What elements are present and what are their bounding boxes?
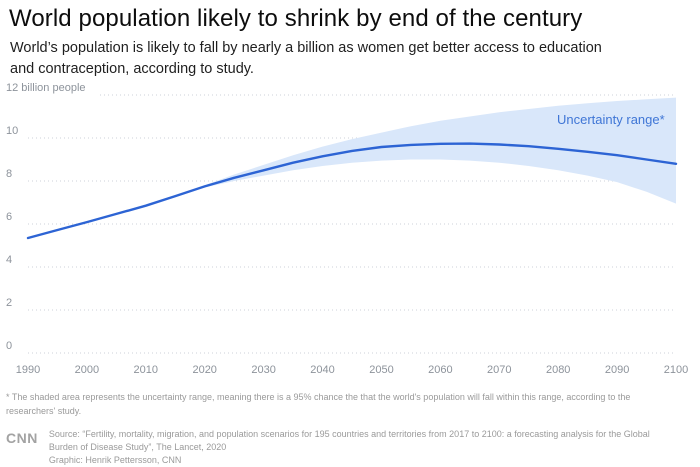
source-citation: Source: “Fertility, mortality, migration… xyxy=(48,429,650,453)
chart-footnote: * The shaded area represents the uncerta… xyxy=(6,392,631,416)
svg-text:2080: 2080 xyxy=(546,364,570,376)
svg-text:1990: 1990 xyxy=(16,364,40,376)
population-chart: 0 2 4 6 8 10 12 billion people 1990 2000 2010 2020… xyxy=(0,82,700,382)
svg-text:6: 6 xyxy=(6,211,12,223)
svg-text:8: 8 xyxy=(6,168,12,180)
uncertainty-range-label: Uncertainty range* xyxy=(557,112,665,127)
chart-canvas: 0 2 4 6 8 10 12 billion people 1990 2000 2010 2020… xyxy=(6,82,688,376)
source-credit: Graphic: Henrik Pettersson, CNN xyxy=(48,455,182,466)
svg-text:2090: 2090 xyxy=(605,364,629,376)
svg-text:2010: 2010 xyxy=(134,364,158,376)
svg-text:2070: 2070 xyxy=(487,364,511,376)
page-title: World population likely to shrink by end… xyxy=(9,5,583,32)
svg-text:4: 4 xyxy=(6,254,12,266)
source-block: CNN Source: “Fertility, mortality, migra… xyxy=(6,428,657,467)
source-text: Source: “Fertility, mortality, migration… xyxy=(49,428,657,467)
svg-text:2050: 2050 xyxy=(369,364,393,376)
svg-text:2030: 2030 xyxy=(251,364,275,376)
svg-text:2: 2 xyxy=(6,297,12,309)
svg-text:2040: 2040 xyxy=(310,364,334,376)
svg-text:12 billion people: 12 billion people xyxy=(6,82,86,94)
svg-text:2100: 2100 xyxy=(664,364,688,376)
svg-text:2000: 2000 xyxy=(75,364,99,376)
page-subtitle: World’s population is likely to fall by … xyxy=(10,40,602,78)
svg-text:0: 0 xyxy=(6,340,12,352)
svg-text:10: 10 xyxy=(6,125,18,137)
svg-text:2020: 2020 xyxy=(192,364,216,376)
cnn-logo: CNN xyxy=(6,430,38,446)
svg-text:2060: 2060 xyxy=(428,364,452,376)
